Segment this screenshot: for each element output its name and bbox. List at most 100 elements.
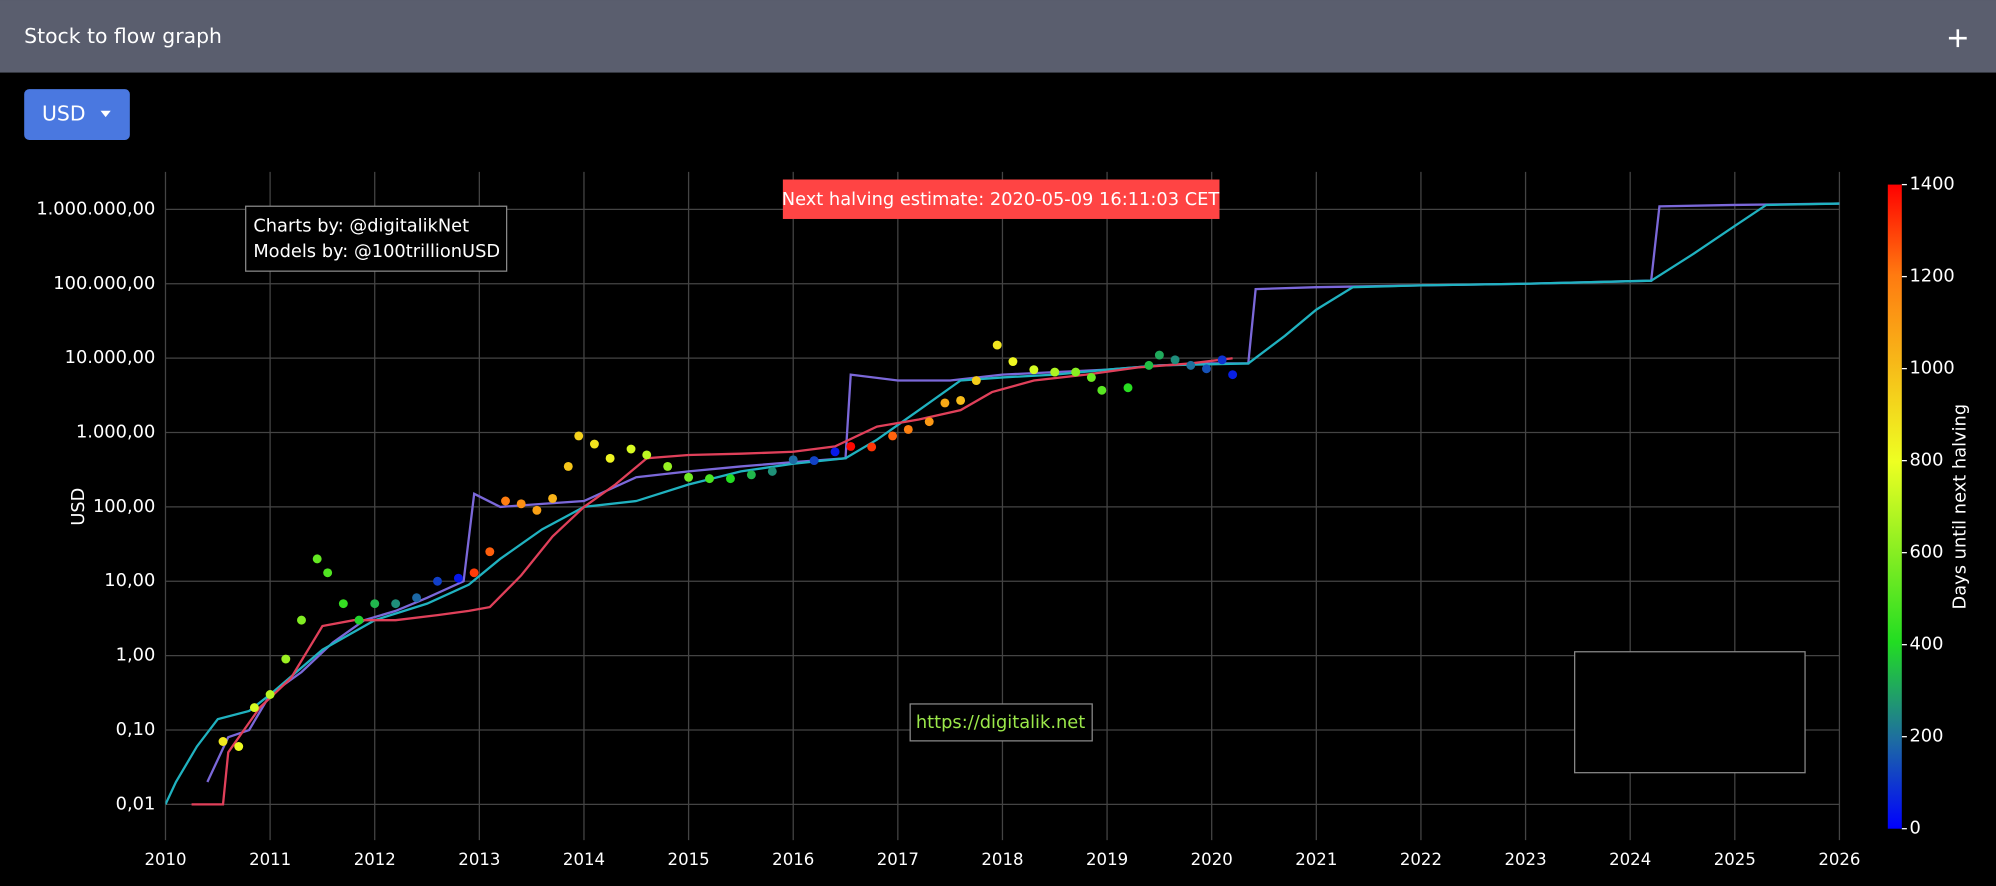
price-point	[1029, 365, 1039, 375]
price-point	[626, 444, 636, 454]
price-point	[956, 395, 966, 405]
price-point	[281, 654, 291, 664]
x-tick-label: 2024	[1609, 850, 1651, 869]
price-point	[249, 703, 259, 713]
price-point	[830, 447, 840, 457]
price-point	[1097, 385, 1107, 395]
x-tick-label: 2017	[877, 850, 919, 869]
colorbar-tick-label: 600	[1909, 542, 1943, 563]
url-box	[909, 703, 1093, 742]
plot-area	[165, 202, 1840, 806]
x-tick-label: 2013	[458, 850, 500, 869]
price-point	[412, 593, 422, 603]
price-point	[1071, 367, 1081, 377]
colorbar-tick-label: 800	[1909, 450, 1943, 471]
series-line	[191, 357, 1233, 806]
price-point	[548, 493, 558, 503]
x-tick-label: 2018	[981, 850, 1023, 869]
price-point	[1154, 350, 1164, 360]
price-point	[370, 599, 380, 609]
price-point	[265, 690, 275, 699]
price-point	[563, 461, 573, 471]
y-axis-title: USD	[68, 488, 89, 526]
price-point	[234, 742, 244, 751]
series-line	[165, 202, 1840, 805]
x-tick-label: 2025	[1714, 850, 1756, 869]
colorbar-tick-label: 1200	[1909, 266, 1954, 287]
credits-box	[245, 205, 508, 272]
price-point	[574, 431, 584, 441]
x-tick-label: 2014	[563, 850, 605, 869]
price-point	[323, 568, 333, 578]
price-point	[391, 599, 401, 609]
dropdown-caret[interactable]	[100, 110, 111, 118]
price-point	[903, 424, 913, 434]
price-point	[516, 499, 526, 509]
x-tick-label: 2023	[1505, 850, 1547, 869]
x-tick-label: 2012	[354, 850, 396, 869]
price-point	[297, 615, 306, 625]
price-point	[485, 547, 495, 557]
x-tick-label: 2019	[1086, 850, 1128, 869]
price-point	[338, 599, 348, 609]
price-point	[1170, 355, 1180, 365]
price-point	[888, 431, 898, 441]
price-point	[1008, 357, 1018, 367]
price-point	[684, 472, 694, 482]
x-tick-label: 2026	[1818, 850, 1860, 869]
price-point	[532, 505, 542, 515]
move-icon[interactable]	[1948, 29, 1967, 48]
price-point	[705, 474, 714, 484]
overlay: 2010 2011 2012 2013 2014 2015 2016 2017 2018 2019…	[36, 174, 1954, 869]
price-point	[788, 455, 798, 465]
price-point	[433, 576, 442, 586]
price-point	[354, 615, 364, 625]
currency-button[interactable]	[24, 89, 130, 141]
price-point	[218, 737, 228, 746]
credit-charts: Charts by: @digitalikNet	[253, 216, 469, 237]
price-point	[1086, 373, 1096, 382]
colorbar-tick-label: 0	[1909, 818, 1920, 839]
colorbar-title: Days until next halving	[1949, 404, 1970, 610]
price-point	[867, 442, 877, 452]
colorbar-tick-label: 400	[1909, 634, 1943, 655]
halving-box	[782, 179, 1220, 219]
legend-box	[1574, 651, 1806, 774]
panel-header	[0, 0, 1996, 73]
colorbar-tick-label: 1400	[1909, 174, 1954, 195]
price-point	[924, 417, 934, 427]
currency-label[interactable]: USD	[42, 102, 86, 126]
x-tick-label: 2016	[772, 850, 814, 869]
price-point	[767, 466, 777, 476]
price-point	[1050, 367, 1060, 377]
price-point	[971, 376, 981, 386]
price-point	[1144, 360, 1154, 370]
y-tick-label: 1.000,00	[76, 422, 155, 443]
halving-estimate: Next halving estimate: 2020-05-09 16:11:…	[782, 189, 1220, 210]
price-point	[1202, 364, 1211, 374]
website-url[interactable]: https://digitalik.net	[916, 712, 1085, 733]
price-point	[642, 450, 652, 460]
currency-dropdown[interactable]: USD	[24, 89, 130, 141]
price-point	[453, 573, 463, 583]
y-tick-label: 10.000,00	[65, 347, 156, 368]
y-tick-label: 1,00	[116, 645, 156, 666]
price-point	[1123, 383, 1133, 393]
colorbar-tick-label: 1000	[1909, 358, 1954, 379]
price-point	[1217, 355, 1227, 365]
price-point	[663, 461, 673, 471]
price-point	[469, 568, 479, 578]
y-tick-label: 0,10	[116, 719, 156, 740]
colorbar	[1887, 184, 1902, 829]
y-tick-label: 100,00	[93, 496, 155, 517]
y-tick-label: 100.000,00	[53, 273, 155, 294]
price-point	[589, 439, 599, 449]
price-point	[940, 398, 950, 408]
price-point	[809, 456, 819, 465]
x-tick-label: 2015	[668, 850, 710, 869]
price-point	[1228, 370, 1238, 380]
x-tick-label: 2022	[1400, 850, 1442, 869]
x-tick-label: 2021	[1295, 850, 1337, 869]
x-tick-label: 2020	[1191, 850, 1233, 869]
